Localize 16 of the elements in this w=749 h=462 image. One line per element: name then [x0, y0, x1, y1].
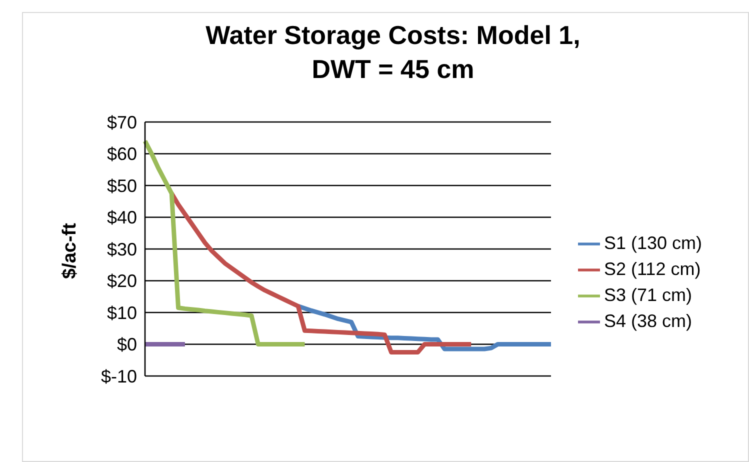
y-tick-label: $10 [106, 302, 137, 323]
chart-title: Water Storage Costs: Model 1, DWT = 45 cm [204, 19, 582, 86]
y-tick-label: $20 [106, 271, 137, 292]
y-tick-label: $50 [106, 176, 137, 196]
y-tick-label: $-10 [100, 366, 137, 386]
legend-label: S1 (130 cm) [604, 233, 702, 253]
y-tick-label: $40 [106, 208, 137, 228]
y-tick-label: $60 [106, 144, 137, 164]
legend-label: S3 (71 cm) [604, 285, 692, 305]
line-series [142, 138, 307, 346]
y-tick-label: $30 [106, 239, 137, 260]
y-axis-title: $/ac-ft [60, 222, 81, 279]
legend-label: S4 (38 cm) [604, 311, 692, 331]
y-tick-label: $0 [116, 334, 137, 355]
y-tick-label: $70 [106, 112, 137, 132]
legend-label: S2 (112 cm) [604, 259, 701, 279]
